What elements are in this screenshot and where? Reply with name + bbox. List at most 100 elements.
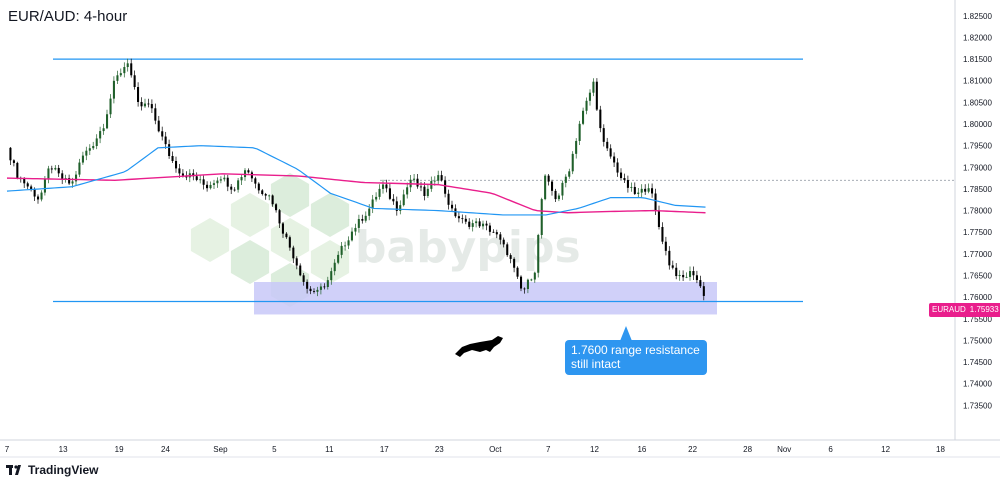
candle-down [154,108,157,121]
tradingview-logo-icon [6,465,21,475]
y-tick-label: 1.82500 [963,12,992,21]
candle-down [254,178,257,184]
candle-up [475,221,478,224]
candle-down [451,204,454,209]
candle-down [478,221,481,227]
candle-down [285,233,288,238]
x-tick-label: Nov [777,445,791,454]
candle-up [592,81,595,93]
candle-down [12,160,15,163]
candle-down [657,210,660,227]
candle-down [468,221,471,227]
candle-down [192,173,195,177]
candle-up [406,187,409,195]
candle-down [195,176,198,180]
candle-up [678,274,681,277]
candle-up [347,240,350,246]
candle-down [150,104,153,109]
watermark-hex-icon [190,218,230,262]
x-tick-label: 24 [161,445,170,454]
candle-up [219,179,222,181]
candle-up [244,170,247,178]
candle-down [16,162,19,178]
candle-up [426,188,429,196]
candle-down [313,291,316,292]
candle-down [419,186,422,188]
candle-down [264,194,267,196]
candle-down [281,223,284,234]
y-tick-label: 1.73500 [963,401,992,410]
watermark-hex-icon [230,240,270,284]
candle-up [116,75,119,81]
candle-down [181,173,184,176]
candle-up [88,148,91,151]
candle-up [126,63,129,68]
candle-down [302,275,305,282]
candle-down [226,177,229,187]
y-tick-label: 1.76500 [963,272,992,281]
candle-up [561,182,564,196]
candle-down [623,178,626,181]
candle-down [9,147,12,161]
candle-up [209,184,212,189]
candle-up [99,131,102,139]
candle-down [299,265,302,276]
candle-down [157,120,160,132]
candle-up [413,178,416,180]
candle-down [295,258,298,266]
candle-up [350,231,353,241]
watermark-hex-icon [270,173,310,217]
candle-down [661,226,664,242]
candle-up [526,279,529,289]
candle-up [399,205,402,211]
x-tick-label: 17 [380,445,389,454]
candle-down [506,244,509,256]
candle-up [102,128,105,132]
candle-up [123,67,126,74]
candle-up [357,219,360,228]
candle-down [230,186,233,190]
candle-up [92,146,95,149]
y-tick-label: 1.82000 [963,34,992,43]
tradingview-branding[interactable]: TradingView [6,463,98,477]
watermark-hex-icon [310,240,350,284]
price-tag-value: 1.75933 [969,305,999,314]
candle-up [47,168,50,179]
y-tick-label: 1.76000 [963,293,992,302]
candle-up [375,196,378,200]
candle-down [702,286,705,296]
candle-down [271,195,274,205]
x-tick-label: Oct [489,445,502,454]
candle-up [43,178,46,193]
candle-down [520,276,523,289]
watermark-text: babypips [355,222,581,273]
candle-down [288,237,291,248]
candle-down [461,218,464,220]
candle-down [423,186,426,196]
candle-down [495,232,498,235]
candle-down [68,178,71,184]
y-tick-label: 1.78500 [963,185,992,194]
candle-up [319,286,322,290]
candle-down [509,255,512,259]
x-tick-label: 5 [272,445,277,454]
y-tick-label: 1.75000 [963,336,992,345]
candle-down [247,170,250,173]
candle-up [212,183,215,185]
watermark-hex-icon [230,193,270,237]
candle-down [620,172,623,179]
candle-down [513,258,516,268]
candle-down [33,189,36,197]
candle-down [309,288,312,292]
candle-up [471,223,474,227]
candle-down [675,267,678,277]
candle-down [464,218,467,222]
candle-down [664,241,667,251]
candle-up [364,215,367,221]
candle-up [689,271,692,277]
candle-up [143,103,146,107]
candle-up [71,181,74,184]
candle-up [354,227,357,232]
